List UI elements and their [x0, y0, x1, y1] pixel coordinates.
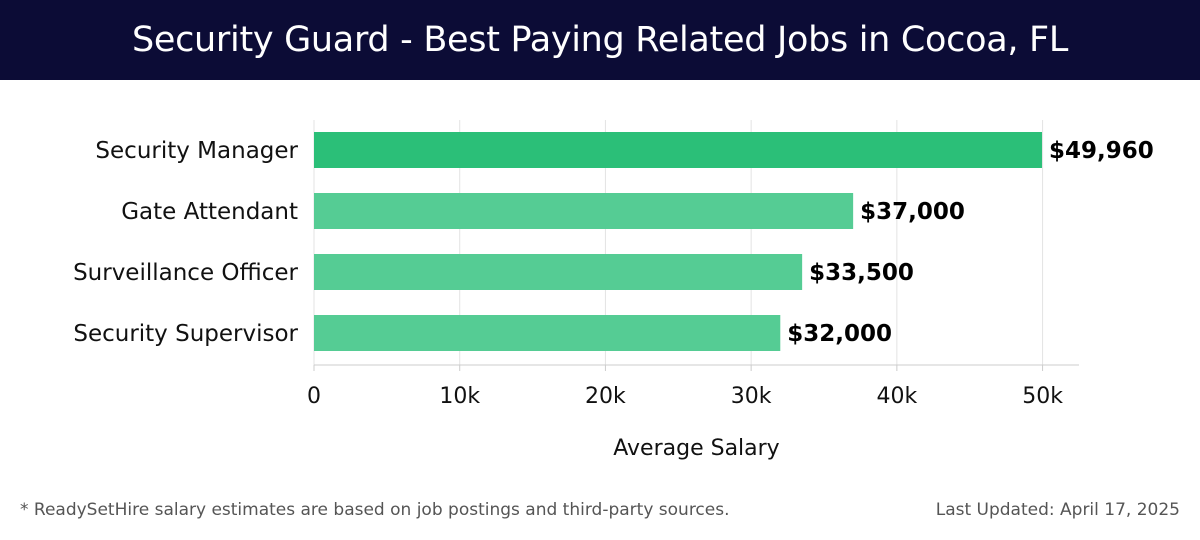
x-tick-label: 10k: [439, 384, 480, 409]
chart-title: Security Guard - Best Paying Related Job…: [131, 20, 1069, 60]
x-axis-title: Average Salary: [613, 436, 779, 461]
value-label: $37,000: [860, 199, 965, 225]
value-label: $32,000: [787, 321, 892, 347]
x-tick-label: 40k: [876, 384, 917, 409]
bars: [314, 132, 1042, 351]
category-label: Security Supervisor: [73, 321, 298, 347]
last-updated: Last Updated: April 17, 2025: [935, 500, 1180, 520]
bar: [314, 254, 803, 290]
x-tick-label: 30k: [731, 384, 772, 409]
value-label: $49,960: [1049, 138, 1154, 164]
bar: [314, 193, 854, 229]
footnote: * ReadySetHire salary estimates are base…: [20, 500, 730, 520]
bar: [314, 315, 781, 351]
x-axis: 0 10k 20k 30k 40k 50k Average Salary: [307, 364, 1079, 461]
x-tick-label: 50k: [1022, 384, 1063, 409]
x-tick-label: 0: [307, 384, 321, 409]
x-tick-label: 20k: [585, 384, 626, 409]
value-label: $33,500: [809, 260, 914, 286]
title-bar: Security Guard - Best Paying Related Job…: [0, 0, 1200, 80]
category-label: Security Manager: [95, 138, 298, 164]
bar-chart: 0 10k 20k 30k 40k 50k Average Salary Security …: [73, 120, 1154, 461]
labels: Security Manager $49,960 Gate Attendant $37…: [73, 138, 1154, 347]
category-label: Gate Attendant: [121, 199, 298, 225]
bar: [314, 132, 1042, 168]
category-label: Surveillance Officer: [73, 260, 298, 286]
